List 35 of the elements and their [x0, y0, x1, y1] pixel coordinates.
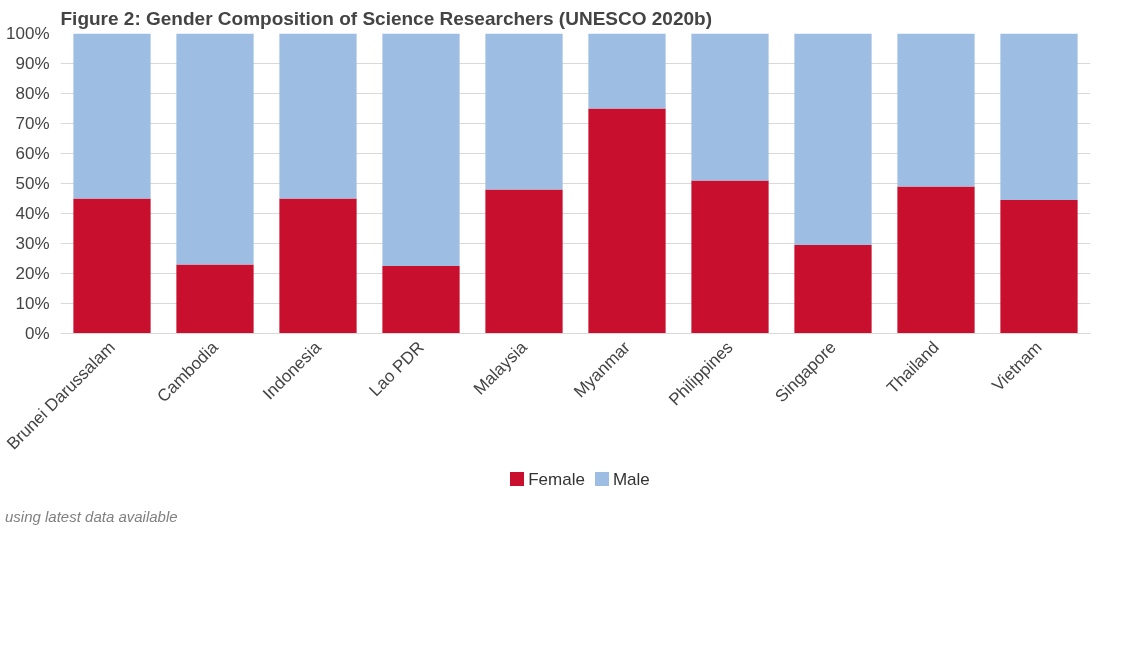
bar [382, 266, 460, 334]
bar [382, 33, 460, 266]
y-tick-label: 50% [15, 174, 50, 193]
y-tick-label: 70% [15, 114, 50, 133]
bar [485, 33, 563, 190]
y-tick-label: 30% [15, 234, 50, 253]
bar [1000, 33, 1078, 200]
y-tick-label: 100% [6, 24, 50, 43]
bar [279, 198, 357, 334]
bar [794, 33, 872, 245]
chart-title: Figure 2: Gender Composition of Science Researchers (UNESCO 2020b) [60, 7, 712, 29]
legend-label: Female [528, 470, 585, 489]
text: using latest data available [5, 508, 178, 525]
bar [176, 33, 254, 265]
bar [588, 33, 666, 109]
bar [485, 189, 563, 334]
bar [897, 33, 975, 187]
bar [897, 186, 975, 334]
bar [279, 33, 357, 199]
bar [691, 33, 769, 181]
y-tick-label: 60% [15, 144, 50, 163]
bar [794, 245, 872, 334]
bar [588, 108, 666, 334]
bar [176, 264, 254, 334]
bar [1000, 200, 1078, 334]
bar [691, 180, 769, 334]
y-tick-label: 90% [15, 54, 50, 73]
y-tick-label: 0% [24, 324, 50, 343]
y-tick-label: 20% [15, 264, 50, 283]
bar [73, 33, 151, 199]
bar [73, 198, 151, 334]
y-tick-label: 40% [15, 204, 50, 223]
y-tick-label: 80% [15, 84, 50, 103]
y-tick-label: 10% [15, 294, 50, 313]
legend-label: Male [612, 470, 650, 489]
